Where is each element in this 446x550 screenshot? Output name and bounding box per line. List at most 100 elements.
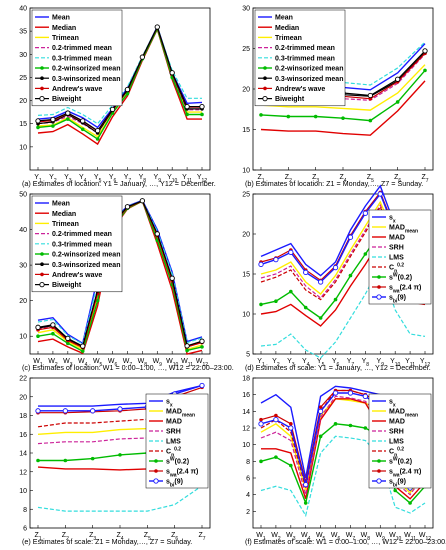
data-point	[184, 103, 190, 110]
data-point	[274, 413, 278, 418]
data-point	[259, 417, 263, 422]
y-tick-label: 10	[242, 442, 250, 449]
y-tick-label: 25	[19, 75, 27, 82]
legend-label: LMS	[389, 439, 404, 446]
x-tick-label: Y7	[124, 174, 132, 184]
data-point	[348, 423, 353, 428]
x-tick-label: W10	[166, 358, 178, 368]
panel-caption: (e) Estimates of scale: Z1 = Monday,…, Z…	[22, 537, 192, 546]
x-tick-label: W5	[316, 532, 326, 542]
data-point	[199, 338, 205, 344]
data-point	[199, 382, 205, 389]
legend-label: 0.3-trimmed mean	[275, 55, 335, 62]
legend-label: Biweight	[52, 282, 82, 289]
data-point	[422, 48, 428, 54]
data-point	[274, 299, 278, 304]
legend-label: MADmean	[166, 409, 195, 419]
data-point	[62, 408, 68, 414]
legend-label: sW(0.2)	[389, 273, 412, 282]
x-tick-label: Z1	[34, 532, 41, 542]
y-tick-label: 20	[242, 232, 250, 239]
y-tick-label: 16	[19, 432, 27, 439]
data-point	[333, 297, 338, 302]
data-point	[35, 324, 41, 330]
x-tick-label: W10	[389, 532, 401, 542]
chart-panel-5: 6 8 10 12 14 16 18 20 22 Z1 Z2 Z3 Z4 Z5 Z6 Z7 sxMADmeanM…	[19, 376, 211, 542]
legend-marker	[40, 86, 44, 91]
legend-label: sx	[166, 399, 173, 409]
x-tick-label: Z7	[198, 532, 205, 542]
data-point	[286, 114, 291, 119]
y-tick-label: 20	[19, 298, 27, 305]
y-tick-label: 14	[19, 451, 27, 458]
data-point	[273, 417, 279, 423]
data-point	[50, 322, 56, 328]
data-point	[80, 349, 85, 353]
y-tick-label: 20	[19, 394, 27, 401]
data-point	[125, 91, 130, 96]
legend-marker	[262, 95, 268, 102]
x-tick-label: W2	[271, 532, 281, 542]
legend-marker	[40, 66, 44, 70]
data-point	[50, 116, 56, 123]
x-tick-label: Z4	[116, 532, 123, 542]
data-point	[185, 348, 189, 353]
x-tick-label: W4	[301, 532, 311, 542]
data-point	[318, 434, 323, 439]
legend-marker	[377, 469, 381, 473]
y-tick-label: 30	[19, 52, 27, 59]
data-point	[154, 24, 160, 30]
x-tick-label: Y4	[79, 174, 87, 184]
data-point	[66, 341, 70, 346]
data-point	[169, 275, 175, 281]
data-point	[303, 269, 309, 276]
legend-label: 0.2-winsorized mean	[275, 66, 343, 73]
legend-label: Andrew's wave	[52, 86, 102, 93]
legend-marker	[263, 86, 267, 91]
legend-label: 0.2-trimmed mean	[52, 231, 112, 238]
data-point	[65, 335, 71, 342]
legend-label: LMS	[166, 439, 181, 446]
chart-panel-6: 2 4 6 8 10 12 14 16 18 W1 W2 W3 W4 W5 W6 W7 W8 W9 W10 W11 W1…	[242, 376, 434, 542]
y-tick-label: 10	[242, 312, 250, 319]
y-tick-label: 6	[246, 476, 250, 483]
data-point	[347, 234, 354, 240]
legend-label: 0.2-trimmed mean	[275, 45, 335, 52]
series-line-4	[260, 395, 426, 496]
data-point	[347, 390, 354, 396]
data-point	[169, 70, 175, 76]
y-tick-label: 8	[246, 459, 250, 466]
x-tick-label: Z6	[394, 174, 401, 184]
legend-label: 0.3-winsorized mean	[52, 76, 120, 83]
panel-caption: (b) Estimates of location: Z1 = Monday,……	[245, 179, 423, 188]
y-tick-label: 30	[19, 263, 27, 270]
x-tick-label: Z6	[171, 532, 178, 542]
legend-marker	[154, 469, 158, 473]
x-tick-label: Y3	[287, 358, 295, 368]
data-point	[95, 137, 100, 141]
data-point	[35, 118, 41, 124]
y-tick-label: 6	[23, 526, 27, 533]
legend-label: MADmean	[389, 225, 418, 235]
y-tick-label: 20	[19, 98, 27, 105]
legend-marker	[377, 275, 381, 279]
data-point	[362, 210, 369, 216]
legend-label: MAD	[389, 235, 405, 242]
y-tick-label: 15	[242, 127, 250, 134]
x-tick-label: Z7	[421, 174, 428, 184]
series-line-5	[260, 435, 426, 518]
data-point	[95, 298, 100, 303]
data-point	[80, 343, 86, 349]
data-point	[199, 103, 205, 110]
y-tick-label: 25	[242, 192, 250, 199]
x-tick-label: Y1	[34, 174, 42, 184]
x-tick-label: Y11	[182, 174, 192, 184]
legend: Mean Median Trimean 0.2-trimmed mean 0.3-tri…	[31, 195, 123, 293]
x-tick-label: W3	[286, 532, 296, 542]
x-tick-label: Y12	[420, 358, 430, 368]
y-tick-label: 18	[242, 376, 250, 383]
x-tick-label: W12	[419, 532, 431, 542]
y-tick-label: 4	[246, 492, 250, 499]
